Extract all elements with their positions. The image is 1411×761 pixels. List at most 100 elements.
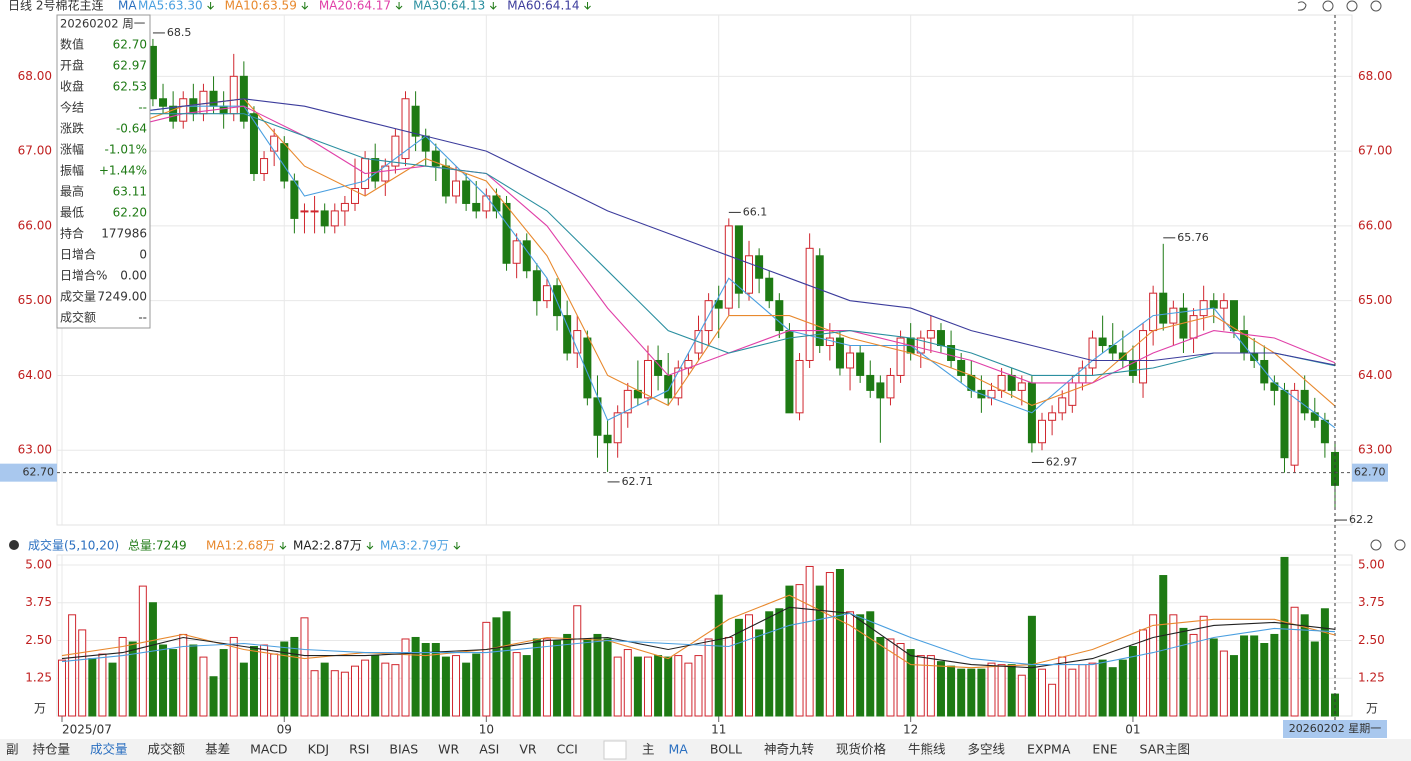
volume-bar — [977, 668, 986, 717]
zoom-in[interactable] — [1322, 0, 1334, 12]
ma-line — [61, 98, 1336, 407]
legend-entry: MA20:64.17 — [319, 0, 391, 13]
tab[interactable]: 神奇九转 — [764, 742, 814, 757]
annotation-label: 62.2 — [1349, 513, 1374, 526]
candle-body — [603, 434, 612, 444]
info-value: +1.44% — [99, 164, 147, 178]
collapse[interactable] — [9, 540, 19, 550]
volume-bar — [78, 629, 87, 717]
volume-bar — [209, 676, 218, 717]
candle-body — [563, 315, 572, 354]
tab[interactable]: CCI — [557, 742, 578, 757]
volume-bar — [1098, 659, 1107, 717]
legend-entry: MA3:2.79万 — [380, 539, 449, 553]
tab[interactable]: 持仓量 — [33, 742, 71, 757]
volume-bar — [1219, 650, 1228, 717]
tab[interactable]: SAR主图 — [1140, 742, 1190, 757]
candle-body — [1088, 337, 1097, 369]
tab[interactable]: 成交额 — [148, 742, 186, 757]
tab[interactable]: MA — [669, 742, 689, 757]
ma-line — [61, 105, 1336, 429]
volume-bar — [593, 633, 602, 717]
volume-bar — [1169, 614, 1178, 717]
volume-total: 总量:7249 — [128, 539, 187, 553]
volume-unit: 万 — [34, 702, 46, 716]
candle-body — [340, 202, 349, 212]
tab[interactable]: 现货价格 — [836, 742, 887, 757]
tab[interactable]: BIAS — [389, 742, 418, 757]
tab[interactable]: ENE — [1092, 742, 1117, 757]
candle-body — [1331, 451, 1339, 486]
candle-body — [310, 210, 319, 213]
candle-body — [532, 270, 541, 302]
candle-body — [1290, 389, 1299, 466]
settings[interactable] — [1394, 539, 1406, 551]
volume-bar — [1139, 629, 1148, 717]
info-value: -- — [138, 311, 147, 325]
volume-bar — [482, 621, 491, 717]
volume-bar — [371, 655, 380, 717]
tab[interactable]: 多空线 — [968, 742, 1006, 757]
tab-scroll[interactable] — [603, 740, 627, 760]
tab[interactable]: EXPMA — [1027, 742, 1071, 757]
tab[interactable]: KDJ — [308, 742, 330, 757]
volume-bar — [58, 659, 66, 717]
volume-bar — [108, 662, 117, 717]
volume-bar — [542, 638, 551, 717]
legend-arrow — [395, 2, 403, 10]
tab[interactable]: MACD — [250, 742, 287, 757]
candle-body — [1007, 374, 1016, 391]
tab[interactable]: 主 — [642, 742, 655, 757]
volume-bar — [805, 565, 814, 717]
tab[interactable]: BOLL — [710, 742, 742, 757]
candle-body — [1229, 300, 1238, 332]
volume-bar — [98, 653, 107, 717]
candle-body — [1048, 412, 1057, 421]
close[interactable] — [1370, 0, 1382, 12]
volume-bar — [472, 653, 481, 717]
tab[interactable]: VR — [519, 742, 537, 757]
close-volume[interactable] — [1370, 539, 1382, 551]
tab[interactable]: RSI — [349, 742, 369, 757]
zoom-out[interactable] — [1346, 0, 1358, 12]
volume-bar — [532, 638, 541, 717]
info-value: 62.70 — [113, 38, 147, 52]
tab[interactable]: ASI — [479, 742, 499, 757]
info-value: 63.11 — [113, 185, 147, 199]
tab[interactable]: WR — [438, 742, 459, 757]
tab[interactable]: 副 — [6, 742, 19, 757]
y-tick-label-right: 5.00 — [1358, 557, 1385, 571]
tab[interactable]: 牛熊线 — [908, 742, 946, 757]
volume-bar — [68, 614, 77, 717]
volume-bar — [128, 641, 137, 717]
y-tick-label: 65.00 — [18, 293, 52, 307]
volume-bar — [1320, 608, 1329, 717]
y-tick-label: 2.50 — [25, 633, 52, 647]
tab[interactable]: 基差 — [205, 742, 230, 757]
candle-body — [1169, 307, 1178, 324]
x-tick-label: 2025/07 — [62, 723, 112, 737]
candle-body — [643, 359, 652, 399]
volume-bar — [674, 655, 683, 717]
volume-bar — [381, 662, 390, 717]
volume-bar — [1250, 635, 1259, 717]
info-label: 涨跌 — [60, 121, 84, 136]
candle-body — [1199, 300, 1208, 317]
volume-bar — [310, 670, 319, 717]
y-tick-label: 66.00 — [18, 218, 52, 232]
candle-body — [472, 202, 481, 212]
volume-bar — [623, 649, 632, 717]
candle-body — [805, 247, 814, 361]
volume-bar — [229, 636, 238, 717]
undo[interactable] — [1297, 1, 1307, 11]
candle-body — [1098, 337, 1107, 347]
legend-entry: MA5:63.30 — [138, 0, 203, 13]
volume-bar — [1088, 662, 1097, 717]
y-tick-label: 5.00 — [25, 557, 52, 571]
tab[interactable]: 成交量 — [90, 742, 128, 757]
volume-bar — [856, 614, 865, 717]
candle-body — [1219, 300, 1228, 309]
volume-bar — [704, 638, 713, 717]
volume-bar — [734, 618, 743, 717]
candle-body — [431, 150, 440, 167]
